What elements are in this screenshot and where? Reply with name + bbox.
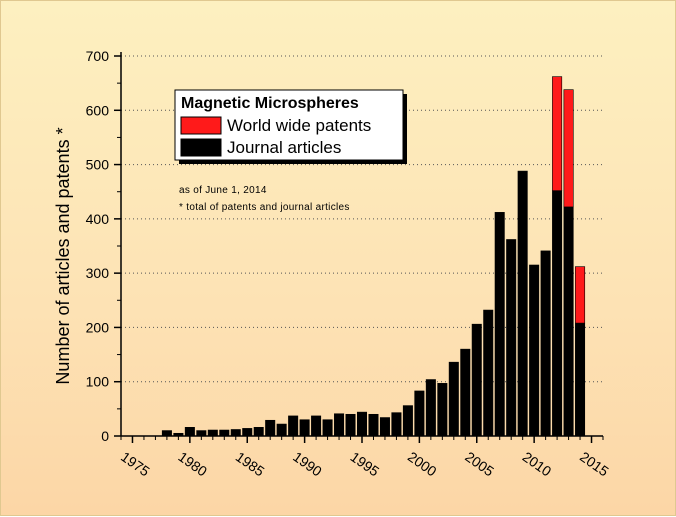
legend-label-articles: Journal articles [227,138,341,157]
x-tick-label: 1980 [175,448,210,479]
bar-journal-articles-1987 [265,419,276,437]
bar-journal-articles-2008 [506,239,517,437]
bar-journal-articles-2002 [437,383,448,437]
bar-journal-articles-2010 [529,264,540,437]
bar-world-wide-patents-2013 [563,89,574,208]
bar-journal-articles-1995 [356,411,368,437]
bar-journal-articles-2013 [563,206,574,437]
bar-journal-articles-2007 [494,212,505,437]
x-tick-label: 2000 [405,448,440,479]
bar-journal-articles-2001 [425,379,436,437]
y-tick-label: 300 [86,265,110,281]
bar-journal-articles-1996 [368,413,379,437]
bar-journal-articles-1990 [299,419,310,437]
x-tick-label: 1985 [233,448,268,479]
y-tick-label: 0 [101,428,109,444]
bar-journal-articles-2011 [540,250,551,437]
bars [161,76,586,437]
bar-journal-articles-2012 [552,190,563,437]
bar-journal-articles-1997 [379,417,390,437]
bar-journal-articles-1994 [345,413,356,437]
y-tick-label: 200 [86,319,110,335]
x-tick-label: 1975 [118,448,153,479]
bar-journal-articles-2006 [483,309,494,437]
annotation-date: as of June 1, 2014 [179,185,267,196]
bar-journal-articles-1986 [253,427,264,437]
y-tick-label: 600 [86,102,110,118]
x-tick-label: 2005 [462,448,497,479]
bar-journal-articles-1984 [230,429,241,437]
legend-swatch-articles [180,138,222,157]
legend-label-patents: World wide patents [227,116,371,135]
y-tick-label: 100 [86,374,110,390]
y-tick-label: 700 [86,48,110,64]
bar-journal-articles-2014 [575,322,586,437]
bar-journal-articles-2003 [448,361,459,437]
bar-journal-articles-2005 [471,323,482,437]
bar-journal-articles-1993 [334,413,345,437]
legend-title: Magnetic Microspheres [181,95,359,112]
annotation-footnote: * total of patents and journal articles [179,202,350,213]
bar-journal-articles-2009 [517,170,528,437]
legend-swatch-patents [180,116,222,135]
y-tick-label: 400 [86,211,110,227]
bar-journal-articles-1998 [391,412,402,437]
bar-journal-articles-1978 [161,430,172,437]
bar-journal-articles-1981 [196,430,207,437]
x-tick-label: 1995 [348,448,383,479]
x-tick-label: 1990 [290,448,325,479]
y-axis-title: Number of articles and patents * [53,127,73,384]
bar-journal-articles-2004 [460,348,471,437]
bar-journal-articles-1991 [311,415,322,437]
bar-journal-articles-2000 [414,390,425,437]
bar-world-wide-patents-2012 [552,76,563,191]
x-tick-label: 2010 [520,448,555,479]
bar-journal-articles-1992 [322,419,333,437]
bar-journal-articles-1988 [276,423,287,437]
bar-journal-articles-1983 [219,429,230,437]
bar-journal-articles-1985 [242,428,253,437]
bar-journal-articles-1999 [402,405,413,437]
legend: Magnetic Microspheres World wide patents… [174,89,407,164]
y-tick-label: 500 [86,157,110,173]
x-tick-label: 2015 [577,448,612,479]
bar-journal-articles-1982 [207,429,218,437]
bar-journal-articles-1980 [184,427,195,437]
bar-journal-articles-1989 [288,415,299,437]
bar-world-wide-patents-2014 [575,266,586,324]
